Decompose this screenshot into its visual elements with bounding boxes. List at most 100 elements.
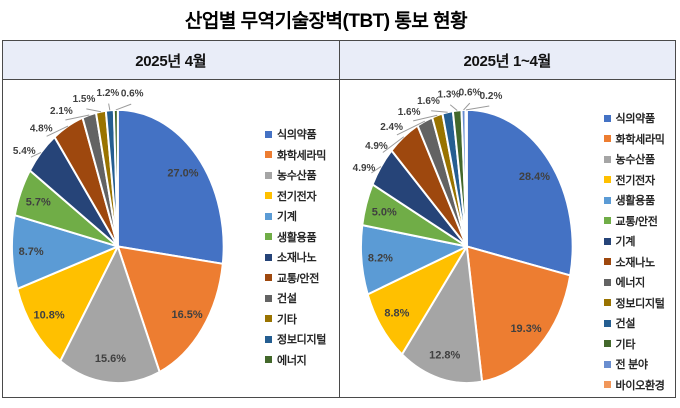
label-leader-line (430, 110, 448, 113)
legend-label: 기계 (277, 211, 297, 224)
legend-label: 전 분야 (615, 359, 649, 372)
legend-swatch-icon (265, 171, 272, 179)
slice-value-callout-label: 5.4% (13, 146, 36, 157)
slice-value-label: 16.5% (172, 309, 203, 321)
legend-label: 화학세라믹 (615, 133, 665, 146)
slice-value-label: 10.8% (33, 310, 64, 322)
legend-label: 소재나노 (277, 252, 317, 265)
panel-2025-01-04-header-label: 2025년 1~4월 (463, 52, 552, 70)
slice-value-callout-label: 1.3% (437, 89, 460, 100)
legend-label: 에너지 (615, 277, 646, 290)
legend-item: 전기전자 (265, 186, 326, 207)
panel-2025-01-04-body: 28.4% 19.3% 12.8% 8.8% 8.2% 5.0% 4.9% 4.9% 2.4% 1… (340, 80, 676, 397)
pie-chart-2025-01-04: 28.4% 19.3% 12.8% 8.8% 8.2% 5.0% 4.9% 4.9% 2.4% 1… (352, 88, 574, 385)
legend-label: 에너지 (277, 354, 307, 367)
legend-swatch-icon (603, 237, 611, 245)
legend-swatch-icon (265, 274, 272, 282)
slice-value-label: 12.8% (429, 350, 460, 362)
legend-swatch-icon (265, 192, 272, 200)
legend-item: 건설 (603, 313, 665, 334)
slice-value-label: 19.3% (510, 323, 541, 335)
legend-item: 생활용품 (265, 227, 326, 248)
legend-swatch-icon (603, 340, 611, 348)
legend-item: 생활용품 (603, 190, 665, 211)
legend-swatch-icon (603, 217, 611, 225)
slice-value-label: 8.2% (367, 253, 392, 265)
slice-value-callout-label: 4.9% (352, 163, 375, 174)
legend-label: 식의약품 (277, 129, 317, 142)
slice-value-callout-label: 1.2% (97, 88, 120, 99)
label-leader-line (370, 166, 381, 174)
legend-item: 에너지 (603, 272, 665, 293)
legend-swatch-icon (265, 315, 272, 323)
legend-label: 농수산품 (615, 154, 656, 167)
pie-chart-2025-04: 27.0% 16.5% 15.6% 10.8% 8.7% 5.7% 5.4% 4.8% 2.1%… (11, 88, 225, 385)
legend-item: 농수산품 (603, 149, 665, 170)
legend-swatch-icon (265, 294, 272, 302)
slice-value-callout-label: 0.6% (121, 89, 144, 100)
slice-value-callout-label: 4.9% (365, 141, 388, 152)
legend-label: 건설 (615, 318, 636, 331)
pie-slice-에너지 (112, 108, 119, 248)
legend-item: 농수산품 (265, 165, 326, 186)
legend-label: 생활용품 (615, 195, 656, 208)
slice-value-label: 27.0% (167, 167, 198, 179)
panel-2025-04: 2025년 4월 27.0% 16.5% 15.6% 10.8% 8.7% 5.7% 5.4… (3, 41, 339, 397)
legend-label: 식의약품 (615, 113, 656, 126)
legend-swatch-icon (265, 335, 272, 343)
panel-2025-04-body: 27.0% 16.5% 15.6% 10.8% 8.7% 5.7% 5.4% 4.8% 2.1%… (3, 80, 339, 397)
label-leader-line (462, 102, 470, 111)
legend-swatch-icon (265, 212, 272, 220)
legend-item: 정보디지털 (265, 329, 326, 350)
legend-label: 바이오환경 (615, 379, 665, 392)
panel-2025-04-header: 2025년 4월 (3, 41, 339, 80)
label-leader-line (46, 125, 69, 137)
legend-label: 교통/안전 (277, 272, 320, 285)
slice-value-callout-label: 1.5% (73, 94, 96, 105)
slice-value-label: 5.7% (26, 197, 51, 209)
label-leader-line (108, 103, 111, 111)
legend-swatch-icon (603, 155, 611, 163)
legend-item: 교통/안전 (265, 268, 326, 289)
legend-item: 건설 (265, 288, 326, 309)
slice-value-label: 8.7% (19, 246, 44, 258)
legend-swatch-icon (603, 360, 611, 368)
legend-swatch-icon (265, 151, 272, 159)
pie-slice-바이오환경 (463, 108, 468, 248)
label-leader-line (396, 120, 425, 136)
legend-item: 바이오환경 (603, 375, 665, 396)
legend-swatch-icon (265, 253, 272, 261)
slice-value-callout-label: 0.2% (479, 91, 502, 102)
legend-item: 소재나노 (603, 252, 665, 273)
legend-label: 기타 (615, 338, 636, 351)
legend-item: 전 분야 (603, 354, 665, 375)
legend-label: 전기전자 (277, 190, 317, 203)
legend-item: 기타 (265, 309, 326, 330)
slice-value-callout-label: 1.6% (397, 107, 420, 118)
label-leader-line (412, 114, 437, 122)
legend-swatch-icon (265, 233, 272, 241)
slice-value-callout-label: 2.4% (380, 122, 403, 133)
legend-item: 기계 (603, 231, 665, 252)
legend-swatch-icon (265, 130, 272, 138)
label-leader-line (382, 136, 404, 153)
slice-value-callout-label: 1.6% (417, 96, 440, 107)
label-leader-line (30, 152, 42, 158)
legend-swatch-icon (603, 381, 611, 389)
label-leader-line (115, 103, 132, 111)
legend-label: 농수산품 (277, 170, 317, 183)
page-title: 산업별 무역기술장벽(TBT) 통보 현황 (184, 11, 468, 32)
pie-slice-전기전자 (16, 245, 119, 363)
slice-value-label: 15.6% (95, 353, 126, 365)
pie-slice-화학세라믹 (465, 245, 571, 383)
legend-item: 기계 (265, 206, 326, 227)
label-leader-line (449, 104, 458, 111)
legend-swatch-icon (603, 299, 611, 307)
panel-2025-01-04: 2025년 1~4월 28.4% 19.3% 12.8% 8.8% 8.2% 5.0% 4.… (338, 41, 676, 397)
panel-2025-04-header-label: 2025년 4월 (135, 52, 207, 70)
legend-swatch-icon (603, 319, 611, 327)
label-leader-line (86, 108, 102, 113)
slice-value-callout-label: 2.1% (50, 106, 73, 117)
legend-label: 소재나노 (615, 256, 656, 269)
